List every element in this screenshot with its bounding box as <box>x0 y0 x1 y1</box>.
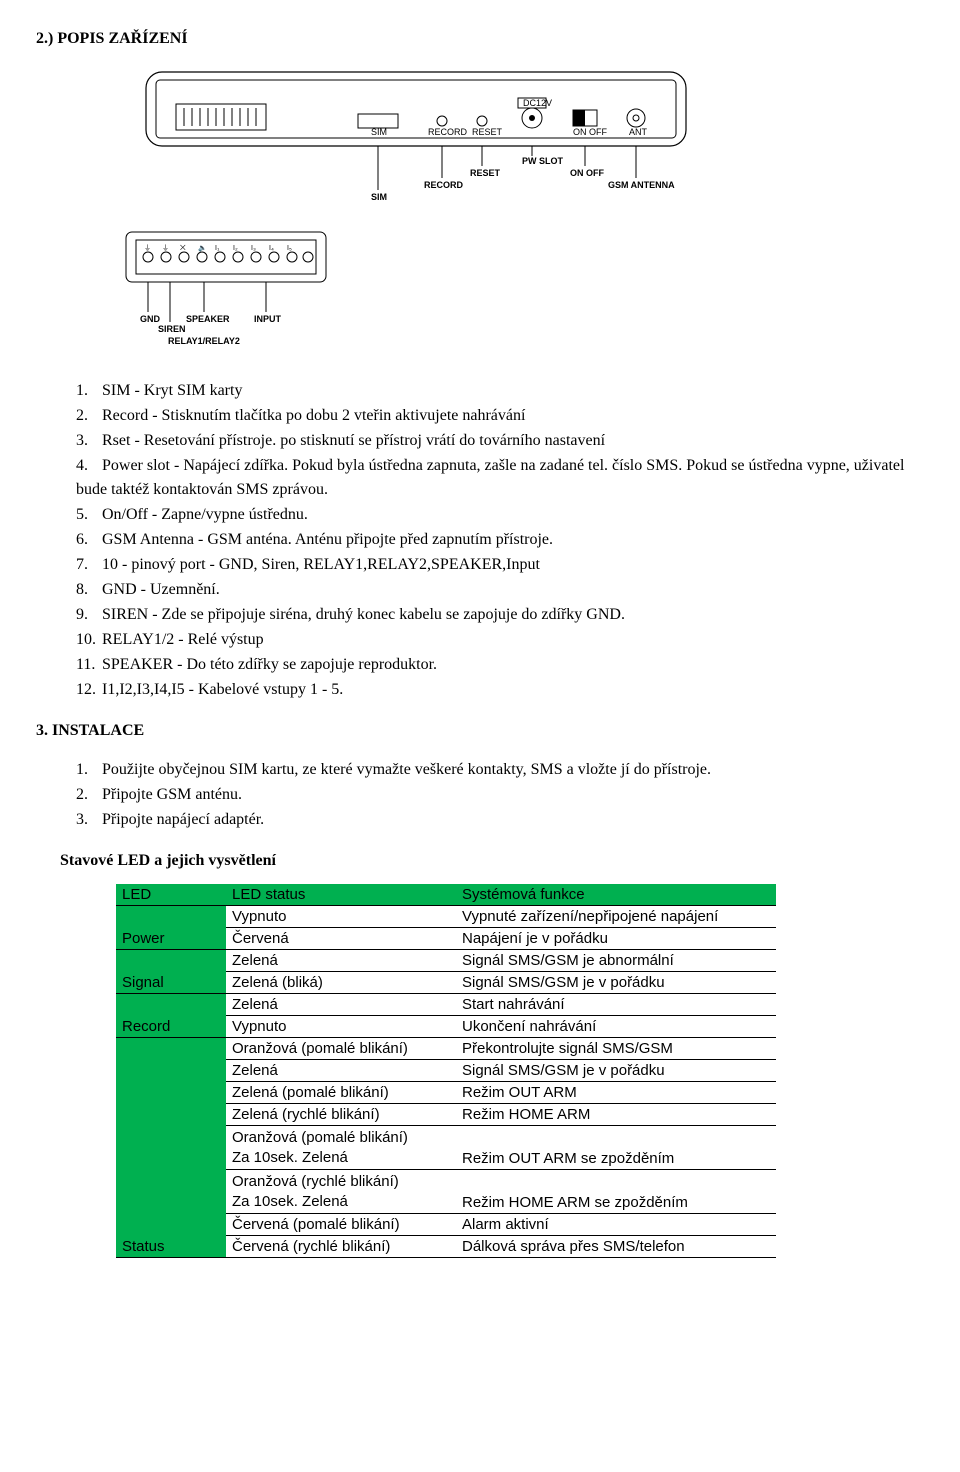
list-item: 9. SIREN - Zde se připojuje siréna, druh… <box>76 603 924 627</box>
section2-list: 1. SIM - Kryt SIM karty2. Record - Stisk… <box>76 379 924 702</box>
svg-text:SIM: SIM <box>371 127 387 137</box>
led-function: Signál SMS/GSM je abnormální <box>456 950 776 972</box>
svg-text:RECORD: RECORD <box>428 127 468 137</box>
led-table: LED LED status Systémová funkce PowerVyp… <box>116 884 776 1258</box>
section3-title: 3. INSTALACE <box>36 722 924 740</box>
svg-text:I₁: I₁ <box>215 245 220 252</box>
section3-list: 1. Použijte obyčejnou SIM kartu, ze kter… <box>76 758 924 832</box>
list-item: 8. GND - Uzemnění. <box>76 578 924 602</box>
list-item: 6. GSM Antenna - GSM anténa. Anténu přip… <box>76 528 924 552</box>
led-function: Start nahrávání <box>456 994 776 1016</box>
led-status: Oranžová (pomalé blikání)Za 10sek. Zelen… <box>226 1126 456 1170</box>
svg-text:⨉: ⨉ <box>180 244 186 252</box>
led-status: Vypnuto <box>226 906 456 928</box>
th-func: Systémová funkce <box>456 884 776 906</box>
svg-text:I₄: I₄ <box>269 245 274 252</box>
list-item: 1. SIM - Kryt SIM karty <box>76 379 924 403</box>
svg-text:INPUT: INPUT <box>254 314 282 324</box>
led-function: Vypnuté zařízení/nepřipojené napájení <box>456 906 776 928</box>
list-item: 1. Použijte obyčejnou SIM kartu, ze kter… <box>76 758 924 782</box>
led-function: Ukončení nahrávání <box>456 1016 776 1038</box>
led-status: Zelená (pomalé blikání) <box>226 1082 456 1104</box>
svg-text:🔈: 🔈 <box>198 244 207 252</box>
device-diagram: SIM RECORD RESET DC12V ON OFF ANT PW SLO… <box>96 60 924 355</box>
list-item: 5. On/Off - Zapne/vypne ústřednu. <box>76 503 924 527</box>
led-function: Dálková správa přes SMS/telefon <box>456 1236 776 1258</box>
svg-text:⏚: ⏚ <box>162 244 169 252</box>
led-function: Signál SMS/GSM je v pořádku <box>456 1060 776 1082</box>
led-status: Červená (pomalé blikání) <box>226 1214 456 1236</box>
svg-text:SIM: SIM <box>371 192 387 202</box>
svg-text:SIREN: SIREN <box>158 324 186 334</box>
led-status: Zelená <box>226 994 456 1016</box>
th-led: LED <box>116 884 226 906</box>
led-function: Režim OUT ARM <box>456 1082 776 1104</box>
table-row: RecordZelenáStart nahrávání <box>116 994 776 1016</box>
svg-text:RESET: RESET <box>470 168 501 178</box>
led-function: Alarm aktivní <box>456 1214 776 1236</box>
led-table-header: LED LED status Systémová funkce <box>116 884 776 906</box>
led-function: Signál SMS/GSM je v pořádku <box>456 972 776 994</box>
led-status: Červená (rychlé blikání) <box>226 1236 456 1258</box>
svg-text:⏚: ⏚ <box>144 244 151 252</box>
list-item: 7. 10 - pinový port - GND, Siren, RELAY1… <box>76 553 924 577</box>
table-row: PowerVypnutoVypnuté zařízení/nepřipojené… <box>116 906 776 928</box>
list-item: 12. I1,I2,I3,I4,I5 - Kabelové vstupy 1 -… <box>76 678 924 702</box>
led-status: Oranžová (rychlé blikání)Za 10sek. Zelen… <box>226 1170 456 1214</box>
led-status: Zelená <box>226 1060 456 1082</box>
led-function: Režim HOME ARM se zpožděním <box>456 1170 776 1214</box>
svg-text:DC12V: DC12V <box>523 98 552 108</box>
list-item: 4. Power slot - Napájecí zdířka. Pokud b… <box>76 454 924 502</box>
list-item: 3. Rset - Resetování přístroje. po stisk… <box>76 429 924 453</box>
list-item: 11. SPEAKER - Do této zdířky se zapojuje… <box>76 653 924 677</box>
svg-text:RECORD: RECORD <box>424 180 464 190</box>
svg-text:RELAY1/RELAY2: RELAY1/RELAY2 <box>168 336 240 346</box>
led-status: Zelená (rychlé blikání) <box>226 1104 456 1126</box>
th-status: LED status <box>226 884 456 906</box>
list-item: 2. Record - Stisknutím tlačítka po dobu … <box>76 404 924 428</box>
svg-text:GND: GND <box>140 314 161 324</box>
svg-text:RESET: RESET <box>472 127 503 137</box>
list-item: 10. RELAY1/2 - Relé výstup <box>76 628 924 652</box>
led-status: Oranžová (pomalé blikání) <box>226 1038 456 1060</box>
led-category: Record <box>116 994 226 1038</box>
led-category: Signal <box>116 950 226 994</box>
svg-text:ON OFF: ON OFF <box>573 127 607 137</box>
led-section-title: Stavové LED a jejich vysvětlení <box>60 852 924 870</box>
list-item: 3. Připojte napájecí adaptér. <box>76 808 924 832</box>
led-function: Režim OUT ARM se zpožděním <box>456 1126 776 1170</box>
table-row: SignalZelenáSignál SMS/GSM je abnormální <box>116 950 776 972</box>
svg-text:I₅: I₅ <box>287 245 292 252</box>
list-item: 2. Připojte GSM anténu. <box>76 783 924 807</box>
table-row: StatusOranžová (pomalé blikání)Překontro… <box>116 1038 776 1060</box>
diagram-svg: SIM RECORD RESET DC12V ON OFF ANT PW SLO… <box>96 60 736 350</box>
svg-text:SPEAKER: SPEAKER <box>186 314 230 324</box>
led-function: Napájení je v pořádku <box>456 928 776 950</box>
led-status: Zelená <box>226 950 456 972</box>
section2-title: 2.) POPIS ZAŘÍZENÍ <box>36 30 924 48</box>
led-status: Vypnuto <box>226 1016 456 1038</box>
svg-text:GSM ANTENNA: GSM ANTENNA <box>608 180 675 190</box>
svg-text:ANT: ANT <box>629 127 648 137</box>
led-function: Režim HOME ARM <box>456 1104 776 1126</box>
led-status: Zelená (bliká) <box>226 972 456 994</box>
led-status: Červená <box>226 928 456 950</box>
svg-text:PW SLOT: PW SLOT <box>522 156 563 166</box>
led-category: Power <box>116 906 226 950</box>
svg-text:ON OFF: ON OFF <box>570 168 604 178</box>
led-category: Status <box>116 1038 226 1258</box>
led-function: Překontrolujte signál SMS/GSM <box>456 1038 776 1060</box>
svg-text:I₂: I₂ <box>233 245 238 252</box>
svg-text:I₃: I₃ <box>251 245 256 252</box>
